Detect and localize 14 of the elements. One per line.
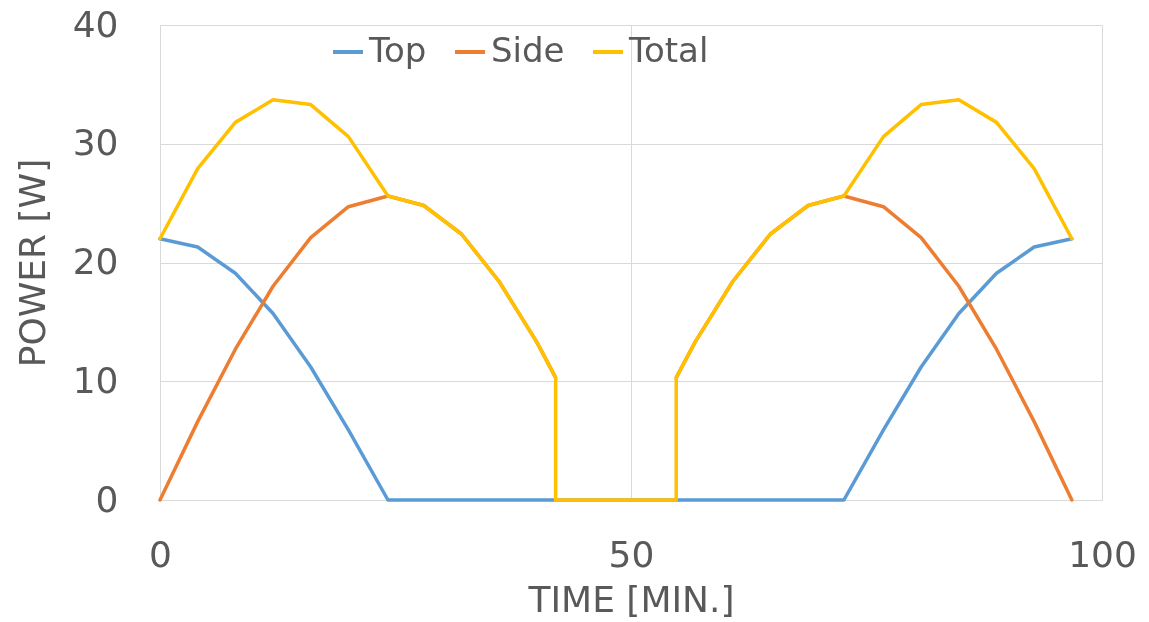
x-axis-title: TIME [MIN.] [527, 578, 735, 620]
legend-label: Top [368, 30, 427, 70]
legend-label: Total [628, 30, 709, 70]
line-series [158, 98, 1074, 502]
y-tick-label: 0 [95, 478, 119, 520]
x-tick-label: 0 [149, 533, 172, 575]
y-tick-label: 40 [72, 3, 119, 45]
y-tick-label: 10 [72, 359, 119, 401]
y-tick-label: 30 [72, 122, 119, 164]
x-tick-label: 50 [608, 533, 655, 575]
legend-label: Side [491, 30, 565, 70]
y-axis-title: POWER [W] [11, 158, 53, 368]
x-tick-label: 100 [1068, 533, 1137, 575]
y-tick-label: 20 [72, 241, 119, 282]
